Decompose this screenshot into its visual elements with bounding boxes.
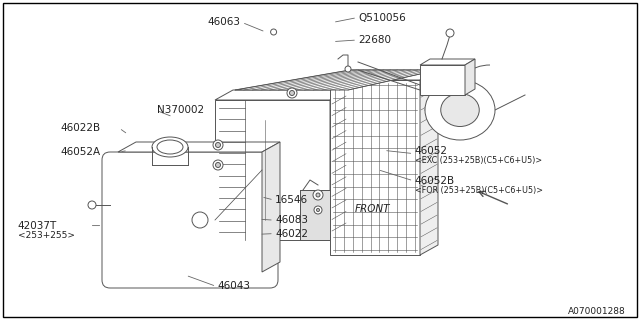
Circle shape bbox=[88, 201, 96, 209]
Polygon shape bbox=[235, 70, 438, 90]
Bar bbox=[330, 80, 420, 255]
Circle shape bbox=[287, 88, 297, 98]
Text: 46083: 46083 bbox=[275, 215, 308, 225]
Text: 22680: 22680 bbox=[358, 35, 392, 45]
Polygon shape bbox=[262, 142, 280, 272]
Polygon shape bbox=[215, 90, 348, 100]
Text: 46052: 46052 bbox=[415, 146, 448, 156]
Circle shape bbox=[216, 163, 221, 167]
Circle shape bbox=[213, 160, 223, 170]
Ellipse shape bbox=[152, 137, 188, 157]
Text: 46063: 46063 bbox=[207, 17, 240, 28]
Circle shape bbox=[313, 190, 323, 200]
Polygon shape bbox=[465, 59, 475, 95]
Polygon shape bbox=[330, 70, 438, 80]
Polygon shape bbox=[118, 142, 280, 152]
Text: A070001288: A070001288 bbox=[568, 307, 626, 316]
Circle shape bbox=[317, 209, 319, 212]
Text: 42037T: 42037T bbox=[18, 220, 57, 231]
Text: <EXC (253+25B)(C5+C6+U5)>: <EXC (253+25B)(C5+C6+U5)> bbox=[415, 156, 542, 165]
Text: FRONT: FRONT bbox=[355, 204, 390, 214]
Text: 46022: 46022 bbox=[275, 228, 308, 239]
Text: 16546: 16546 bbox=[275, 195, 308, 205]
Text: N370002: N370002 bbox=[157, 105, 204, 116]
Polygon shape bbox=[420, 70, 438, 255]
Circle shape bbox=[213, 140, 223, 150]
Text: <FOR (253+25B)(C5+C6+U5)>: <FOR (253+25B)(C5+C6+U5)> bbox=[415, 186, 543, 195]
Circle shape bbox=[314, 206, 322, 214]
Text: 46043: 46043 bbox=[218, 281, 251, 292]
Bar bbox=[215, 100, 330, 240]
Bar bbox=[420, 65, 465, 95]
Circle shape bbox=[216, 142, 221, 148]
Circle shape bbox=[192, 212, 208, 228]
Text: 46052B: 46052B bbox=[415, 176, 455, 186]
Text: <253+255>: <253+255> bbox=[18, 231, 75, 240]
Ellipse shape bbox=[157, 140, 183, 154]
Circle shape bbox=[289, 91, 294, 95]
Circle shape bbox=[446, 29, 454, 37]
Polygon shape bbox=[420, 59, 475, 65]
Ellipse shape bbox=[441, 93, 479, 126]
Polygon shape bbox=[330, 90, 348, 240]
Text: 46022B: 46022B bbox=[61, 123, 101, 133]
Ellipse shape bbox=[425, 80, 495, 140]
Text: Q510056: Q510056 bbox=[358, 12, 406, 23]
Polygon shape bbox=[300, 190, 330, 240]
Circle shape bbox=[271, 29, 276, 35]
Text: 46052A: 46052A bbox=[61, 147, 101, 157]
Circle shape bbox=[345, 66, 351, 72]
FancyBboxPatch shape bbox=[102, 152, 278, 288]
Circle shape bbox=[316, 193, 320, 197]
